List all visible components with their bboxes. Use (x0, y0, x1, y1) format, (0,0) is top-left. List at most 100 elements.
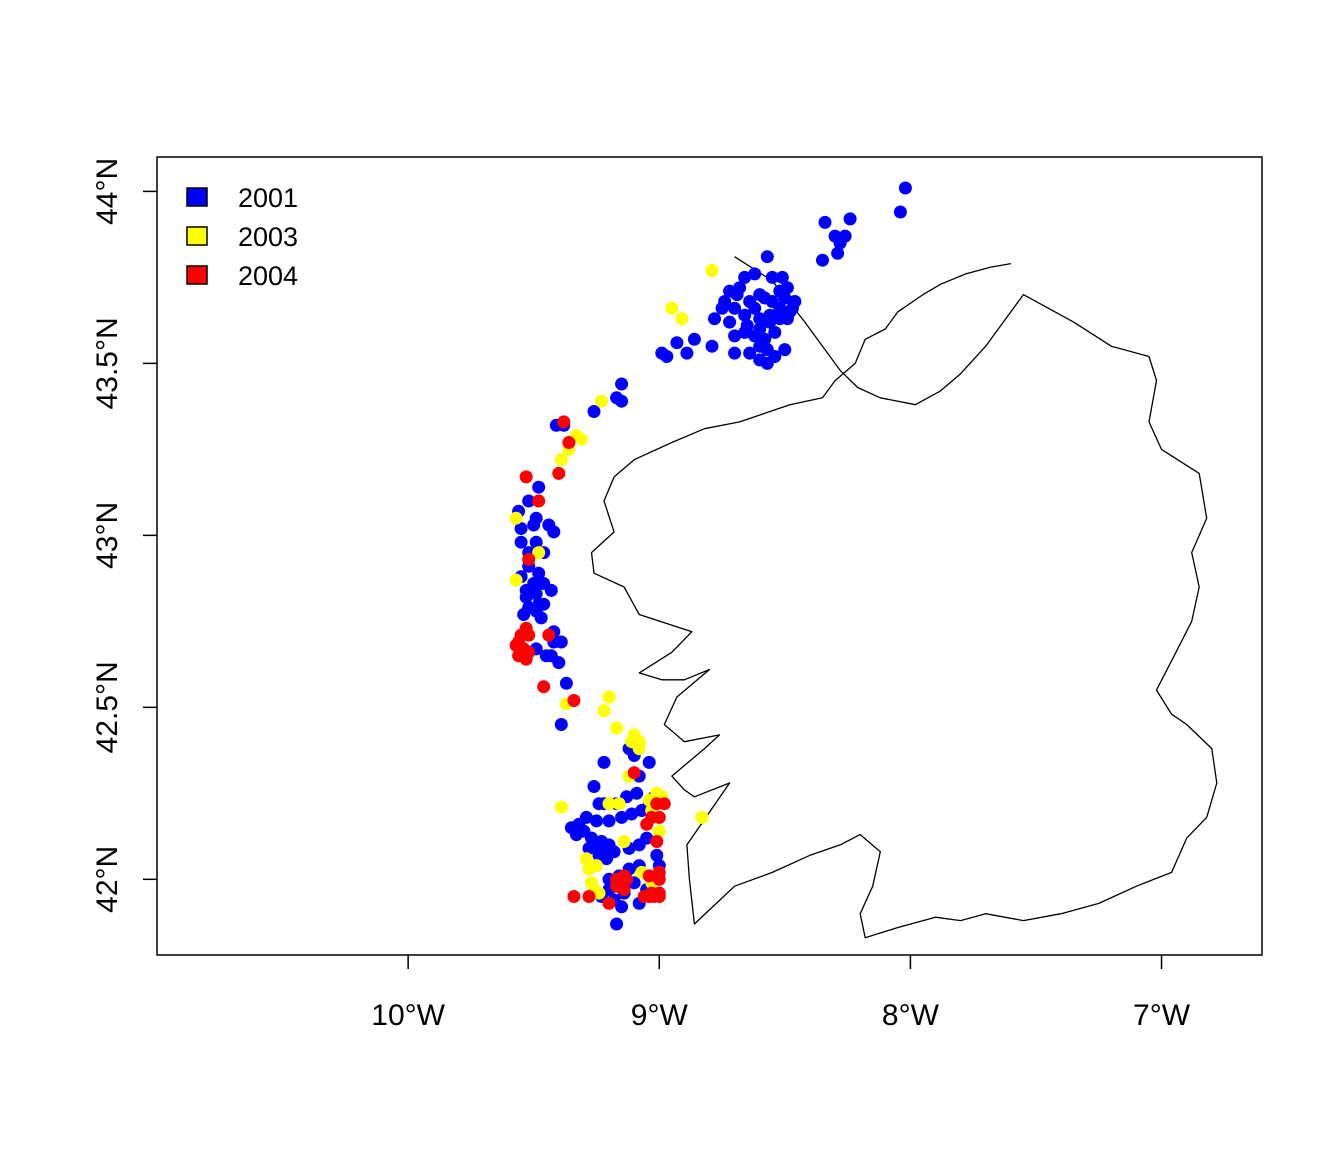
point-2001-67 (532, 480, 546, 494)
point-2004-27 (652, 872, 666, 886)
point-2001-38 (763, 315, 777, 329)
point-2003-3 (595, 394, 608, 408)
point-2001-56 (670, 336, 684, 350)
point-2001-151 (615, 900, 629, 914)
point-2001-74 (547, 525, 561, 539)
point-2001-113 (630, 786, 644, 800)
point-2001-33 (715, 301, 729, 315)
point-2004-0 (557, 415, 571, 429)
point-2001-35 (723, 315, 737, 329)
point-2003-18 (632, 742, 646, 756)
point-2001-31 (738, 308, 752, 322)
point-2001-54 (778, 343, 792, 357)
point-2003-10 (509, 573, 523, 587)
point-2001-12 (765, 270, 779, 284)
point-2001-118 (615, 810, 629, 824)
point-2001-100 (552, 656, 566, 670)
point-2001-22 (748, 301, 762, 315)
point-2001-117 (625, 807, 639, 821)
series-2004 (509, 415, 671, 910)
point-2001-116 (635, 804, 649, 817)
y-tick-label: 42.5°N (91, 661, 124, 753)
point-2001-86 (529, 587, 543, 601)
point-2001-50 (728, 346, 742, 360)
point-2003-28 (652, 824, 666, 838)
point-2004-32 (617, 883, 631, 897)
legend: 2001 2003 2004 (186, 183, 298, 291)
point-2001-93 (534, 611, 548, 625)
point-2001-10 (748, 267, 762, 281)
point-2001-103 (597, 755, 611, 769)
point-2001-152 (610, 917, 624, 931)
point-2004-16 (537, 680, 551, 694)
x-tick-label: 9°W (631, 999, 689, 1032)
point-2001-3 (818, 215, 832, 229)
point-2001-46 (728, 329, 742, 343)
legend-swatch (186, 187, 208, 207)
point-2001-92 (517, 608, 531, 621)
point-2001-44 (748, 329, 762, 343)
point-2003-7 (554, 453, 568, 467)
point-2001-73 (514, 522, 528, 535)
point-2003-5 (574, 432, 588, 446)
point-2001-125 (569, 828, 583, 842)
point-2004-10 (542, 628, 556, 642)
plot-frame (156, 156, 1263, 956)
point-2001-40 (780, 312, 794, 326)
point-2003-38 (592, 886, 606, 900)
point-2001-25 (778, 291, 792, 305)
point-2001-101 (559, 676, 573, 690)
point-2001-28 (773, 301, 787, 315)
point-2001-68 (522, 494, 536, 508)
point-2004-39 (567, 890, 581, 903)
point-2001-106 (642, 755, 656, 769)
point-2004-40 (582, 890, 596, 903)
axes-layer: 10°W 9°W 8°W 7°W 42°N 42.5°N 43°N 43.5°N 44°N (91, 158, 1191, 1032)
legend-item-2001: 2001 (186, 183, 298, 213)
point-2001-110 (592, 797, 606, 811)
point-2001-61 (615, 377, 629, 391)
point-2001-6 (833, 236, 847, 250)
y-tick-label: 43°N (91, 502, 124, 569)
points-layer (509, 181, 912, 931)
point-2004-37 (652, 890, 666, 903)
point-2003-23 (602, 797, 616, 811)
point-2001-13 (775, 270, 789, 284)
point-2001-108 (587, 780, 601, 793)
point-2001-60 (705, 339, 719, 353)
point-2001-64 (587, 405, 601, 418)
point-2003-25 (554, 800, 568, 814)
point-2003-32 (582, 862, 596, 876)
legend-label: 2001 (238, 183, 298, 213)
point-2004-24 (650, 835, 664, 848)
point-2003-24 (612, 797, 626, 811)
point-2001-30 (753, 312, 767, 326)
point-2004-30 (620, 872, 634, 886)
point-2004-3 (519, 470, 533, 484)
point-2004-23 (640, 817, 654, 831)
legend-label: 2004 (238, 261, 298, 291)
legend-label: 2003 (238, 222, 298, 252)
point-2004-8 (522, 628, 536, 642)
y-tick-label: 44°N (91, 158, 124, 225)
x-tick-label: 7°W (1133, 999, 1191, 1032)
point-2001-76 (514, 535, 528, 549)
point-2003-13 (597, 704, 611, 718)
y-tick-label: 42°N (91, 846, 124, 913)
point-2003-2 (675, 312, 689, 326)
point-2001-119 (602, 814, 616, 828)
point-2001-41 (785, 301, 799, 315)
point-2004-15 (519, 652, 533, 666)
point-2003-9 (532, 546, 546, 560)
coastline-layer (590, 256, 1218, 939)
point-2001-58 (655, 346, 669, 360)
point-2001-130 (582, 841, 596, 855)
point-2003-8 (509, 511, 523, 525)
point-2001-75 (529, 535, 543, 549)
point-2003-14 (610, 721, 624, 735)
point-2001-48 (753, 339, 767, 353)
point-2004-26 (642, 869, 656, 883)
point-2004-41 (602, 896, 616, 910)
point-2001-55 (687, 332, 701, 346)
